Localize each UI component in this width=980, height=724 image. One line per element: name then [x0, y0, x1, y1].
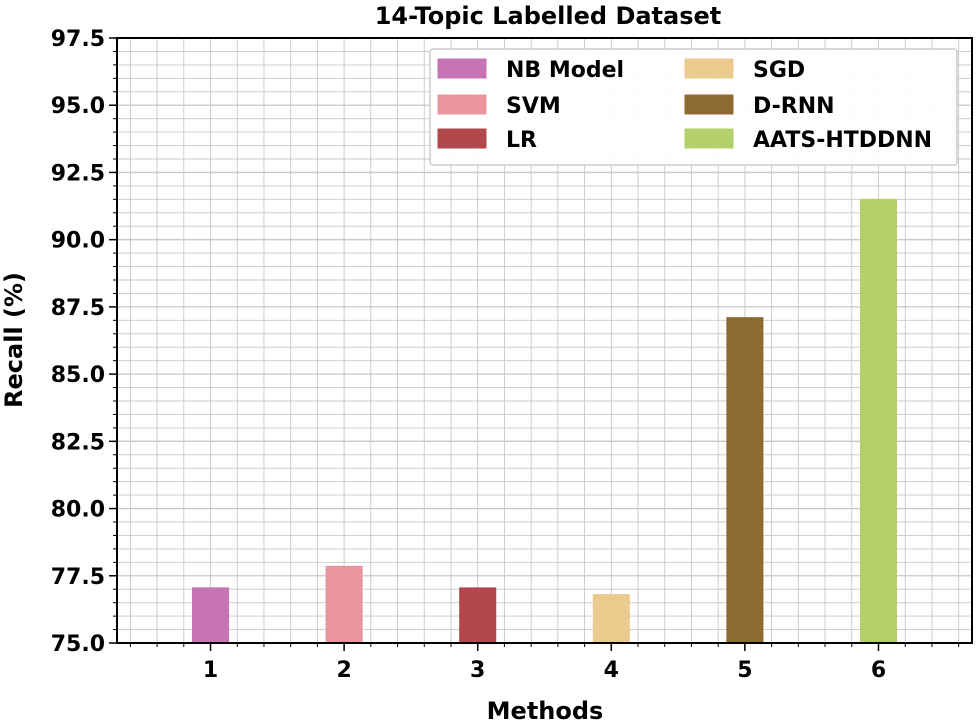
legend-label: SVM [506, 94, 561, 119]
y-axis-ticks: 75.0 77.5 80.0 82.5 85.0 87.5 90.0 92.5 95.0 97.5 [51, 27, 117, 657]
y-tick-label: 75.0 [51, 632, 105, 657]
x-axis-ticks: 1 2 3 4 5 6 [129, 643, 960, 683]
legend-label: D-RNN [753, 94, 835, 119]
legend-swatch [684, 128, 734, 149]
y-tick-label: 82.5 [51, 430, 105, 455]
legend-swatch [437, 128, 487, 149]
y-tick-label: 87.5 [51, 296, 105, 321]
bars [191, 198, 898, 644]
x-tick-label: 2 [336, 658, 351, 683]
bar-d-rnn [726, 317, 764, 644]
legend-swatch [684, 94, 734, 115]
legend-swatch [684, 58, 734, 79]
legend-swatch [437, 94, 487, 115]
x-axis-label: Methods [487, 697, 604, 724]
y-tick-label: 80.0 [51, 498, 105, 523]
x-tick-label: 6 [871, 658, 886, 683]
legend: NB Model SVM LR SGD D-RNN AATS-HTDDNN [429, 48, 958, 166]
bar-nb-model [191, 587, 230, 644]
chart-title: 14-Topic Labelled Dataset [375, 2, 722, 30]
x-tick-label: 4 [604, 658, 619, 683]
y-tick-label: 77.5 [51, 565, 105, 590]
bar-aats-htddnn [859, 198, 898, 644]
y-axis-label: Recall (%) [0, 272, 28, 408]
legend-label: SGD [753, 58, 805, 83]
legend-swatch [437, 58, 487, 79]
x-tick-label: 5 [737, 658, 752, 683]
legend-label: NB Model [506, 58, 624, 83]
y-tick-label: 90.0 [51, 229, 105, 254]
y-tick-label: 85.0 [51, 363, 105, 388]
y-tick-label: 92.5 [51, 161, 105, 186]
bar-lr [459, 587, 497, 644]
legend-label: AATS-HTDDNN [753, 128, 932, 153]
bar-svm [325, 565, 363, 644]
y-tick-label: 95.0 [51, 94, 105, 119]
legend-label: LR [506, 128, 537, 153]
y-tick-label: 97.5 [51, 27, 105, 52]
x-tick-label: 1 [203, 658, 218, 683]
plot-frame [116, 37, 973, 644]
x-tick-label: 3 [470, 658, 485, 683]
bar-sgd [592, 594, 630, 644]
